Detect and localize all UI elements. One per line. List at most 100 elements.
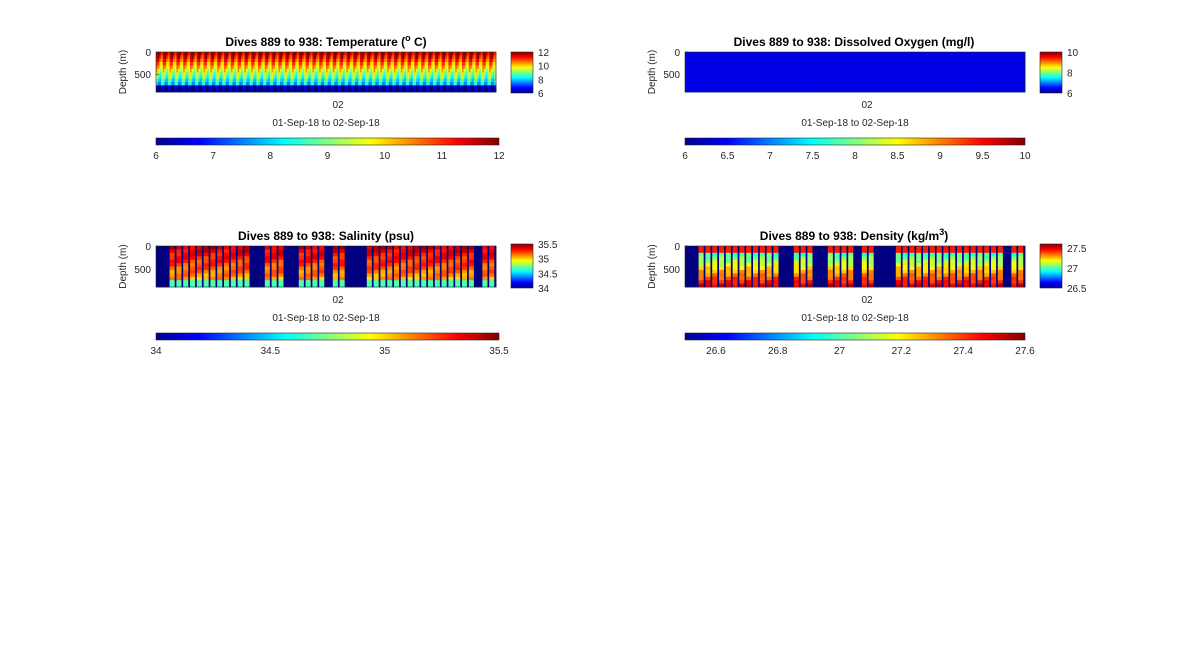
heatmap-cell (227, 75, 230, 80)
heatmap-cell (892, 55, 895, 60)
heatmap-cell (419, 78, 422, 83)
heatmap-cell (203, 58, 206, 63)
heatmap-cell (815, 58, 818, 63)
heatmap-cell (167, 62, 170, 66)
heatmap-cell (926, 78, 929, 83)
heatmap-cell (263, 85, 266, 90)
heatmap-cell (923, 88, 926, 93)
heatmap-cell (851, 55, 854, 60)
heatmap-cell (164, 246, 167, 250)
heatmap-cell (771, 68, 774, 73)
heatmap-cell (962, 68, 965, 73)
heatmap-cell (815, 68, 818, 73)
x-tick-label: 02 (861, 100, 873, 111)
heatmap-cell (849, 52, 852, 56)
heatmap-cell (832, 75, 835, 80)
heatmap-cell (917, 85, 920, 90)
heatmap-cell (844, 82, 847, 86)
heatmap-cell (326, 82, 329, 86)
heatmap-cell (339, 68, 342, 73)
heatmap-cell (309, 52, 312, 56)
heatmap-cell (768, 65, 771, 70)
heatmap-cell (479, 52, 482, 56)
heatmap-cell (249, 62, 252, 66)
heatmap-cell (924, 75, 927, 80)
heatmap-cell (303, 58, 306, 63)
heatmap-cell (261, 52, 264, 56)
heatmap-cell (339, 58, 342, 63)
heatmap-cell (409, 85, 412, 90)
heatmap-cell (775, 82, 778, 86)
heatmap-cell (368, 52, 371, 56)
heatmap-cell (405, 65, 408, 70)
heatmap-cell (870, 88, 873, 93)
heatmap-cell (465, 65, 468, 70)
heatmap-cell (312, 55, 315, 60)
colorbar-side-tick-label: 10 (1067, 48, 1079, 59)
heatmap-cell (351, 78, 354, 83)
heatmap-cell (787, 65, 790, 70)
heatmap-cell (169, 65, 172, 70)
heatmap-cell (781, 85, 784, 90)
heatmap-cell (793, 58, 796, 63)
heatmap-cell (698, 85, 701, 90)
heatmap-cell (810, 88, 813, 93)
heatmap-cell (319, 55, 322, 60)
heatmap-cell (468, 62, 471, 66)
heatmap-cell (887, 82, 890, 86)
heatmap-cell (855, 72, 858, 76)
heatmap-cell (766, 52, 769, 56)
heatmap-cell (252, 85, 255, 90)
heatmap-cell (399, 72, 402, 76)
heatmap-cell (472, 82, 475, 86)
heatmap-cell (217, 75, 220, 80)
heatmap-cell (412, 68, 415, 73)
heatmap-cell (159, 246, 162, 250)
heatmap-cell (246, 58, 249, 63)
heatmap-cell (246, 55, 249, 60)
heatmap-cell (977, 58, 980, 63)
heatmap-cell (722, 52, 725, 56)
heatmap-cell (865, 72, 868, 76)
heatmap-cell (429, 72, 432, 76)
heatmap-cell (865, 82, 868, 86)
heatmap-cell (322, 58, 325, 63)
heatmap-cell (812, 58, 815, 63)
heatmap-cell (916, 62, 919, 66)
heatmap-cell (361, 52, 364, 56)
heatmap-cell (732, 88, 735, 93)
heatmap-cell (433, 72, 436, 76)
heatmap-cell (472, 85, 475, 90)
heatmap-cell (758, 88, 761, 93)
heatmap-cell (747, 75, 750, 80)
heatmap-cell (205, 82, 208, 86)
heatmap-cell (812, 78, 815, 83)
heatmap-cell (288, 88, 291, 93)
heatmap-cell (349, 65, 352, 70)
heatmap-cell (880, 78, 883, 83)
heatmap-cell (802, 82, 805, 86)
heatmap-cell (987, 65, 990, 70)
heatmap-cell (984, 88, 987, 93)
heatmap-cell (431, 72, 434, 76)
heatmap-cell (870, 62, 873, 66)
heatmap-cell (1016, 75, 1019, 80)
heatmap-cell (315, 88, 318, 93)
heatmap-cell (181, 52, 184, 56)
heatmap-cell (861, 58, 864, 63)
heatmap-cell (443, 82, 446, 86)
heatmap-cell (882, 85, 885, 90)
heatmap-cell (734, 52, 737, 56)
heatmap-cell (451, 52, 454, 56)
heatmap-cell (293, 68, 296, 73)
heatmap-cell (851, 65, 854, 70)
heatmap-cell (1018, 58, 1021, 63)
heatmap-cell (360, 58, 363, 63)
x-axis-label: 01-Sep-18 to 02-Sep-18 (272, 118, 380, 129)
heatmap-cell (200, 72, 203, 76)
heatmap-cell (715, 68, 718, 73)
heatmap-cell (490, 82, 493, 86)
heatmap-cell (411, 78, 414, 83)
heatmap-cell (926, 68, 929, 73)
